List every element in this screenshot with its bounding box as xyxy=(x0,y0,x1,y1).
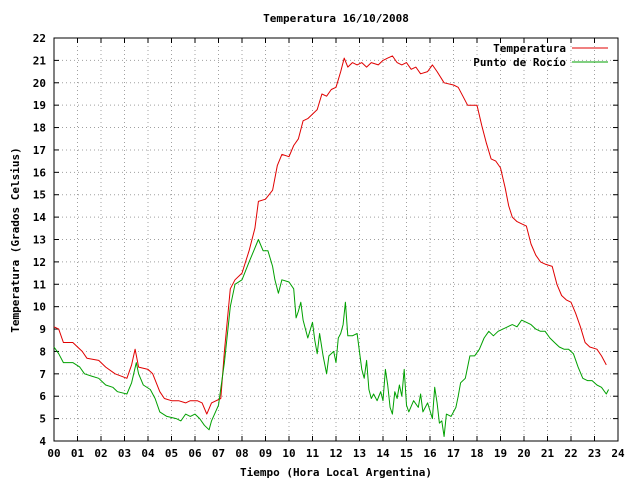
x-tick-label: 13 xyxy=(353,447,366,460)
temperatura-series-line xyxy=(53,55,607,415)
y-tick-label: 15 xyxy=(33,189,46,202)
x-tick-label: 09 xyxy=(259,447,272,460)
grid-lines xyxy=(54,38,618,441)
y-tick-label: 9 xyxy=(39,323,46,336)
y-tick-label: 19 xyxy=(33,99,46,112)
y-tick-label: 18 xyxy=(33,122,46,135)
y-tick-label: 13 xyxy=(33,234,46,247)
x-tick-label: 21 xyxy=(541,447,555,460)
x-tick-label: 15 xyxy=(400,447,413,460)
x-tick-label: 02 xyxy=(94,447,107,460)
y-tick-label: 20 xyxy=(33,77,46,90)
y-tick-label: 11 xyxy=(33,278,47,291)
punto-de-rocio-series-line xyxy=(53,239,610,437)
y-tick-label: 7 xyxy=(39,368,46,381)
series-lines xyxy=(53,55,610,437)
y-tick-label: 14 xyxy=(33,211,47,224)
x-tick-label: 05 xyxy=(165,447,178,460)
x-tick-label: 08 xyxy=(235,447,248,460)
x-tick-label: 10 xyxy=(282,447,295,460)
y-tick-label: 8 xyxy=(39,345,46,358)
y-tick-label: 10 xyxy=(33,301,46,314)
x-tick-label: 06 xyxy=(188,447,202,460)
y-tick-label: 17 xyxy=(33,144,46,157)
y-tick-labels: 4 5 6 7 8 9 10 11 12 13 14 15 16 17 18 19 20 21 22 xyxy=(33,32,47,448)
x-tick-label: 12 xyxy=(329,447,342,460)
x-tick-label: 04 xyxy=(141,447,155,460)
legend-label: Temperatura xyxy=(493,42,566,55)
y-tick-label: 12 xyxy=(33,256,46,269)
y-axis-label: Temperatura (Grados Celsius) xyxy=(9,147,22,332)
axis-ticks xyxy=(53,37,619,442)
y-tick-label: 16 xyxy=(33,166,47,179)
x-tick-label: 22 xyxy=(564,447,577,460)
x-tick-label: 14 xyxy=(376,447,390,460)
legend-label: Punto de Rocío xyxy=(473,56,566,69)
x-tick-label: 11 xyxy=(306,447,320,460)
x-tick-label: 18 xyxy=(470,447,483,460)
x-tick-label: 01 xyxy=(71,447,85,460)
chart-title: Temperatura 16/10/2008 xyxy=(263,12,409,25)
y-tick-label: 6 xyxy=(39,390,46,403)
x-tick-label: 19 xyxy=(494,447,507,460)
y-tick-label: 5 xyxy=(39,413,46,426)
x-tick-label: 17 xyxy=(447,447,460,460)
x-tick-label: 24 xyxy=(611,447,625,460)
y-tick-label: 21 xyxy=(33,54,47,67)
x-tick-label: 23 xyxy=(588,447,601,460)
y-tick-label: 4 xyxy=(39,435,46,448)
x-tick-label: 03 xyxy=(118,447,131,460)
x-axis-label: Tiempo (Hora Local Argentina) xyxy=(240,466,432,479)
y-tick-label: 22 xyxy=(33,32,46,45)
x-tick-label: 16 xyxy=(423,447,437,460)
x-tick-label: 00 xyxy=(47,447,60,460)
x-tick-label: 20 xyxy=(517,447,530,460)
x-tick-labels: 00 01 02 03 04 05 06 07 08 09 10 11 12 13 14 15 16 17 18 19… xyxy=(47,447,625,460)
x-tick-label: 07 xyxy=(212,447,225,460)
